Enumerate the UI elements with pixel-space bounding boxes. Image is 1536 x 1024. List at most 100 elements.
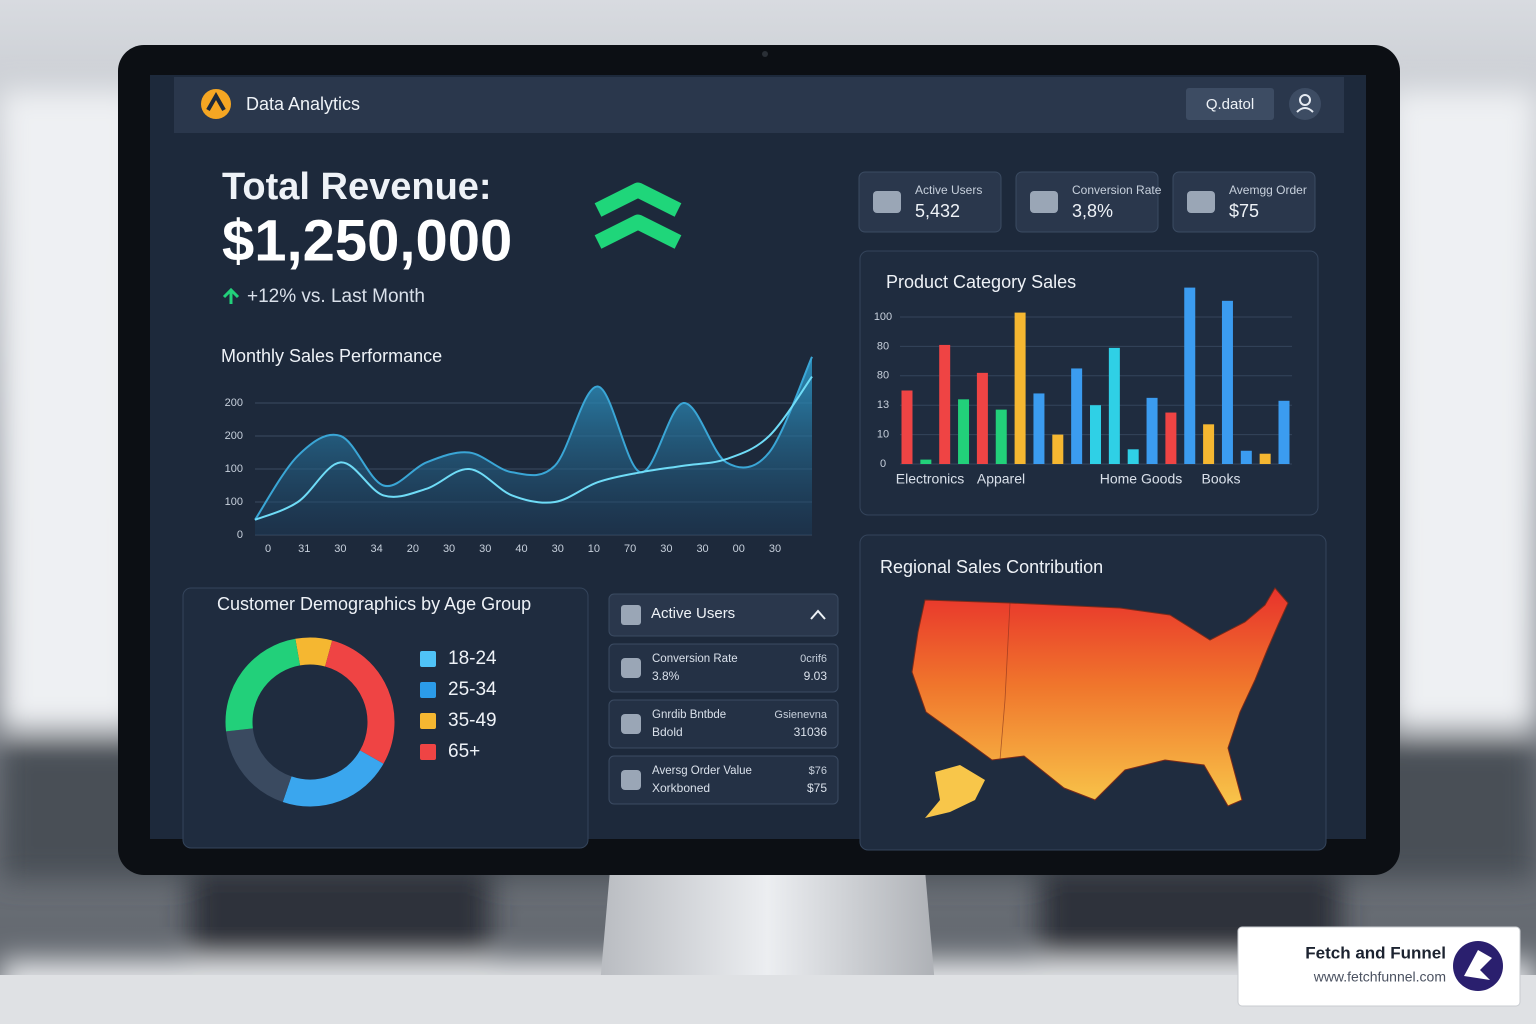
x-tick-label: 70: [624, 543, 636, 555]
bar: [976, 372, 988, 464]
x-tick-label: 20: [407, 543, 419, 555]
area: [255, 356, 812, 535]
y-tick-label: 80: [877, 340, 889, 352]
bar: [1071, 368, 1083, 464]
monitor-stand: [600, 870, 935, 985]
y-tick-label: 0: [237, 529, 243, 541]
x-tick-label: 0: [265, 543, 271, 555]
us-map: [911, 587, 1289, 818]
kpi-label: Active Users: [915, 183, 982, 197]
y-tick-label: 0: [880, 458, 886, 470]
bar: [1014, 312, 1026, 464]
y-tick-label: 200: [225, 397, 243, 409]
y-tick-label: 100: [225, 496, 243, 508]
watermark-name: Fetch and Funnel: [1305, 943, 1446, 962]
item-right-top: Gsienevna: [774, 709, 827, 721]
bar: [1090, 405, 1101, 464]
monthly-title: Monthly Sales Performance: [221, 346, 442, 366]
bar: [1033, 393, 1045, 464]
demographics-title: Customer Demographics by Age Group: [217, 594, 531, 614]
x-tick-label: Books: [1202, 471, 1241, 487]
bar: [1052, 434, 1064, 464]
y-tick-label: 13: [877, 399, 889, 411]
x-tick-label: 30: [552, 543, 564, 555]
list-item: [608, 699, 839, 749]
legend-label: 25-34: [448, 679, 497, 700]
kpi-card: [858, 171, 1002, 233]
item-title: Conversion Rate: [652, 653, 738, 665]
x-tick-label: 40: [515, 543, 527, 555]
legend-swatch: [420, 651, 436, 667]
legend-swatch: [420, 713, 436, 729]
list-icon: [621, 770, 641, 790]
list-item: [608, 643, 839, 693]
bar: [1203, 424, 1215, 464]
item-title: Aversg Order Value: [652, 765, 752, 777]
x-tick-label: 30: [660, 543, 672, 555]
revenue-amount: $1,250,000: [222, 208, 512, 273]
kpi-card: [1015, 171, 1159, 233]
kpi-cards: Active Users 5,432 Conversion Rate 3,8% Avem…: [858, 171, 1316, 233]
line: [254, 376, 813, 521]
logo-mark: [206, 91, 226, 111]
kpi-card: [1172, 171, 1316, 233]
y-tick-label: 10: [877, 429, 889, 441]
bar: [1278, 400, 1290, 464]
kpi-value: 3,8%: [1072, 201, 1113, 221]
growth-chevron: [594, 182, 682, 217]
search-text[interactable]: Q.datol: [1206, 96, 1254, 113]
list-icon: [621, 714, 641, 734]
bar: [1127, 449, 1139, 464]
revenue-title: Total Revenue:: [222, 166, 492, 208]
kpi-label: Avemgg Order: [1229, 183, 1307, 197]
x-tick-label: 30: [769, 543, 781, 555]
camera: [762, 51, 768, 57]
legend-label: 18-24: [448, 648, 497, 669]
search-box[interactable]: [1186, 88, 1274, 120]
x-tick-label: 10: [588, 543, 600, 555]
kpi-value: 5,432: [915, 201, 960, 221]
donut-segment: [282, 749, 384, 807]
profile-icon: [1299, 94, 1311, 106]
x-tick-label: Home Goods: [1100, 471, 1182, 487]
item-right-top: 0crif6: [800, 653, 827, 665]
watermark-url: www.fetchfunnel.com: [1313, 969, 1446, 985]
bar: [995, 409, 1007, 464]
watermark-card: [1237, 926, 1521, 1007]
x-tick-label: 30: [443, 543, 455, 555]
item-right-bottom: 31036: [794, 725, 828, 739]
profile-icon: [1296, 107, 1314, 113]
kpi-label: Conversion Rate: [1072, 183, 1162, 197]
y-tick-label: 100: [874, 311, 892, 323]
legend-label: 65+: [448, 741, 480, 762]
kpi-icon: [873, 191, 901, 213]
list-panel: Active Users Conversion Rate 3.8% 0crif6 9.0…: [608, 593, 839, 805]
y-tick-label: 80: [877, 370, 889, 382]
bar: [901, 390, 913, 464]
donut-chart: 18-24 25-34 35-49 65+: [225, 637, 497, 807]
bar: [939, 344, 951, 464]
list-icon: [621, 658, 641, 678]
x-tick-label: 30: [479, 543, 491, 555]
x-tick-label: Electronics: [896, 471, 964, 487]
up-arrow: [222, 287, 240, 304]
bar: [1259, 453, 1271, 464]
legend-swatch: [420, 682, 436, 698]
x-tick-label: 00: [733, 543, 745, 555]
list-icon: [621, 605, 641, 625]
bar: [1240, 450, 1252, 464]
bar: [1221, 300, 1233, 464]
item-right-bottom: 9.03: [804, 669, 828, 683]
bar: [1146, 397, 1158, 464]
y-tick-label: 200: [225, 430, 243, 442]
x-tick-label: 30: [696, 543, 708, 555]
product-title: Product Category Sales: [886, 272, 1076, 292]
logo: [201, 89, 231, 119]
bar: [1165, 412, 1177, 464]
bar: [1184, 287, 1196, 464]
x-tick-label: Apparel: [977, 471, 1025, 487]
